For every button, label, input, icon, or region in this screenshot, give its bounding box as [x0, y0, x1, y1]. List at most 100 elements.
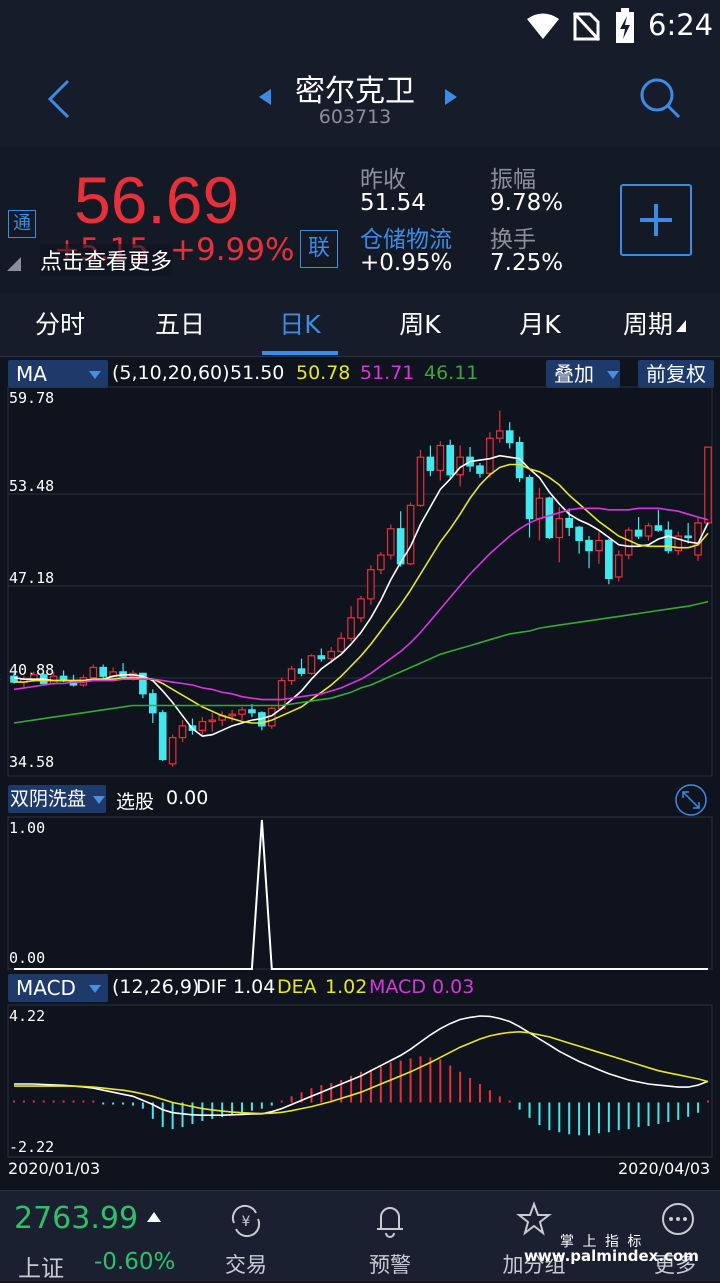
kline-y-tick: 47.18 — [9, 569, 54, 587]
ma60-value: 46.11 — [424, 362, 479, 384]
candle-body — [277, 680, 286, 709]
candle-body — [89, 666, 98, 679]
candle-body — [644, 525, 653, 537]
back-arrow-icon[interactable] — [44, 78, 74, 120]
ma-selector-label: MA — [16, 362, 47, 386]
candle-body — [694, 522, 702, 556]
prev-close-value: 51.54 — [360, 190, 426, 216]
candle-body — [99, 666, 108, 677]
sector-change: +0.95% — [360, 250, 453, 276]
tab-daily-k[interactable]: 日K — [279, 310, 321, 339]
overlay-label: 叠加 — [554, 362, 594, 386]
corner-fold-icon — [7, 257, 21, 271]
index-value[interactable]: 2763.99 — [14, 1201, 139, 1236]
yen-cycle-icon: ¥ — [231, 1204, 261, 1238]
candle-body — [168, 736, 177, 765]
candle-body — [565, 517, 574, 528]
signal-y-tick: 0.00 — [9, 949, 45, 967]
signal-chart: 1.00 0.00 — [7, 816, 713, 970]
watermark: www.palmindex.com — [524, 1247, 699, 1265]
tab-five-day[interactable]: 五日 — [154, 310, 205, 339]
candle-body — [575, 526, 583, 542]
dea-value: 1.02 — [325, 976, 368, 998]
candle-body — [476, 465, 484, 474]
lian-badge[interactable]: 联 — [300, 230, 338, 268]
index-up-icon — [147, 1212, 161, 1222]
signal-line — [14, 819, 708, 970]
next-stock-icon[interactable] — [444, 88, 458, 106]
ma-selector[interactable]: MA — [8, 360, 108, 388]
candle-body — [238, 709, 246, 715]
candle-body — [10, 675, 18, 683]
ma-dropdown-icon — [89, 371, 101, 379]
index-change: -0.60% — [94, 1249, 176, 1275]
amplitude-label: 振幅 — [490, 167, 536, 193]
candle-body — [515, 441, 524, 479]
nav-alert[interactable]: 预警 — [340, 1191, 440, 1281]
watermark-top: 掌 上 指 标 — [560, 1234, 644, 1250]
candle-body — [595, 539, 603, 552]
candle-body — [674, 535, 683, 552]
candle-body — [248, 709, 256, 714]
view-more-hint[interactable]: 点击查看更多 — [40, 244, 173, 276]
nav-more[interactable]: 更多 — [630, 1191, 720, 1281]
candle-body — [198, 720, 207, 731]
sector-name[interactable]: 仓储物流 — [360, 227, 452, 253]
candle-body — [535, 497, 544, 520]
candle-body — [505, 430, 514, 444]
macd-frame — [7, 1004, 713, 1158]
nav-more-label: 更多 — [654, 1253, 696, 1277]
candle-body — [614, 554, 623, 578]
indicator-selector[interactable]: 双阴洗盘 — [8, 785, 106, 813]
add-watchlist-button[interactable] — [620, 184, 692, 256]
candle-body — [585, 539, 593, 552]
candle-body — [495, 430, 504, 439]
candle-body — [228, 713, 236, 717]
dif-label: DIF — [196, 976, 228, 998]
candle-body — [704, 446, 712, 524]
x-start-date: 2020/01/03 — [8, 1159, 101, 1178]
candle-body — [337, 637, 345, 653]
macd-selector[interactable]: MACD — [8, 974, 108, 1002]
indicator-dropdown-icon — [93, 796, 105, 804]
ma20-value: 51.71 — [360, 362, 415, 384]
quote-panel[interactable]: 通 56.69 +5.15 +9.99% 点击查看更多 联 昨收 51.54 仓… — [0, 146, 720, 294]
plus-icon — [640, 204, 672, 236]
nav-add-group[interactable]: 加分组 — [484, 1191, 584, 1281]
kline-frame — [7, 386, 713, 777]
candle-body — [386, 528, 395, 556]
period-dropdown-icon — [676, 320, 686, 332]
wifi-icon — [527, 13, 559, 39]
macd-dropdown-icon — [89, 985, 101, 993]
period-tabs: 分时 五日 日K 周K 月K 周期 — [0, 294, 720, 357]
overlay-button[interactable]: 叠加 — [546, 360, 620, 388]
stock-code: 603713 — [318, 106, 392, 128]
candle-body — [347, 617, 355, 639]
tab-period[interactable]: 周期 — [600, 294, 710, 356]
macd-value: 0.03 — [432, 976, 475, 998]
current-price: 56.69 — [74, 163, 240, 237]
dea-label: DEA — [277, 976, 317, 998]
nav-add-group-label: 加分组 — [502, 1253, 566, 1277]
candle-body — [486, 437, 494, 474]
candle-body — [287, 668, 296, 682]
expand-icon[interactable] — [674, 783, 708, 817]
candle-body — [624, 529, 633, 556]
tong-badge[interactable]: 通 — [8, 210, 36, 238]
candle-body — [654, 525, 663, 531]
signal-frame — [7, 816, 713, 970]
tab-weekly-k[interactable]: 周K — [399, 310, 441, 339]
candle-body — [664, 529, 673, 552]
chart-area[interactable]: MA (5,10,20,60) 51.50 50.78 51.71 46.11 … — [0, 357, 720, 1185]
tab-monthly-k[interactable]: 月K — [519, 310, 561, 339]
macd-y-tick: -2.22 — [9, 1138, 54, 1156]
adjust-button[interactable]: 前复权 — [638, 360, 714, 388]
status-bar: 6:24 — [0, 0, 720, 52]
tab-intraday[interactable]: 分时 — [34, 310, 85, 339]
ma5-line — [13, 454, 709, 737]
prev-stock-icon[interactable] — [258, 88, 272, 106]
index-name: 上证 — [18, 1256, 64, 1282]
nav-trade[interactable]: ¥ 交易 — [196, 1191, 296, 1281]
more-icon — [662, 1203, 694, 1235]
search-icon[interactable] — [638, 76, 682, 120]
